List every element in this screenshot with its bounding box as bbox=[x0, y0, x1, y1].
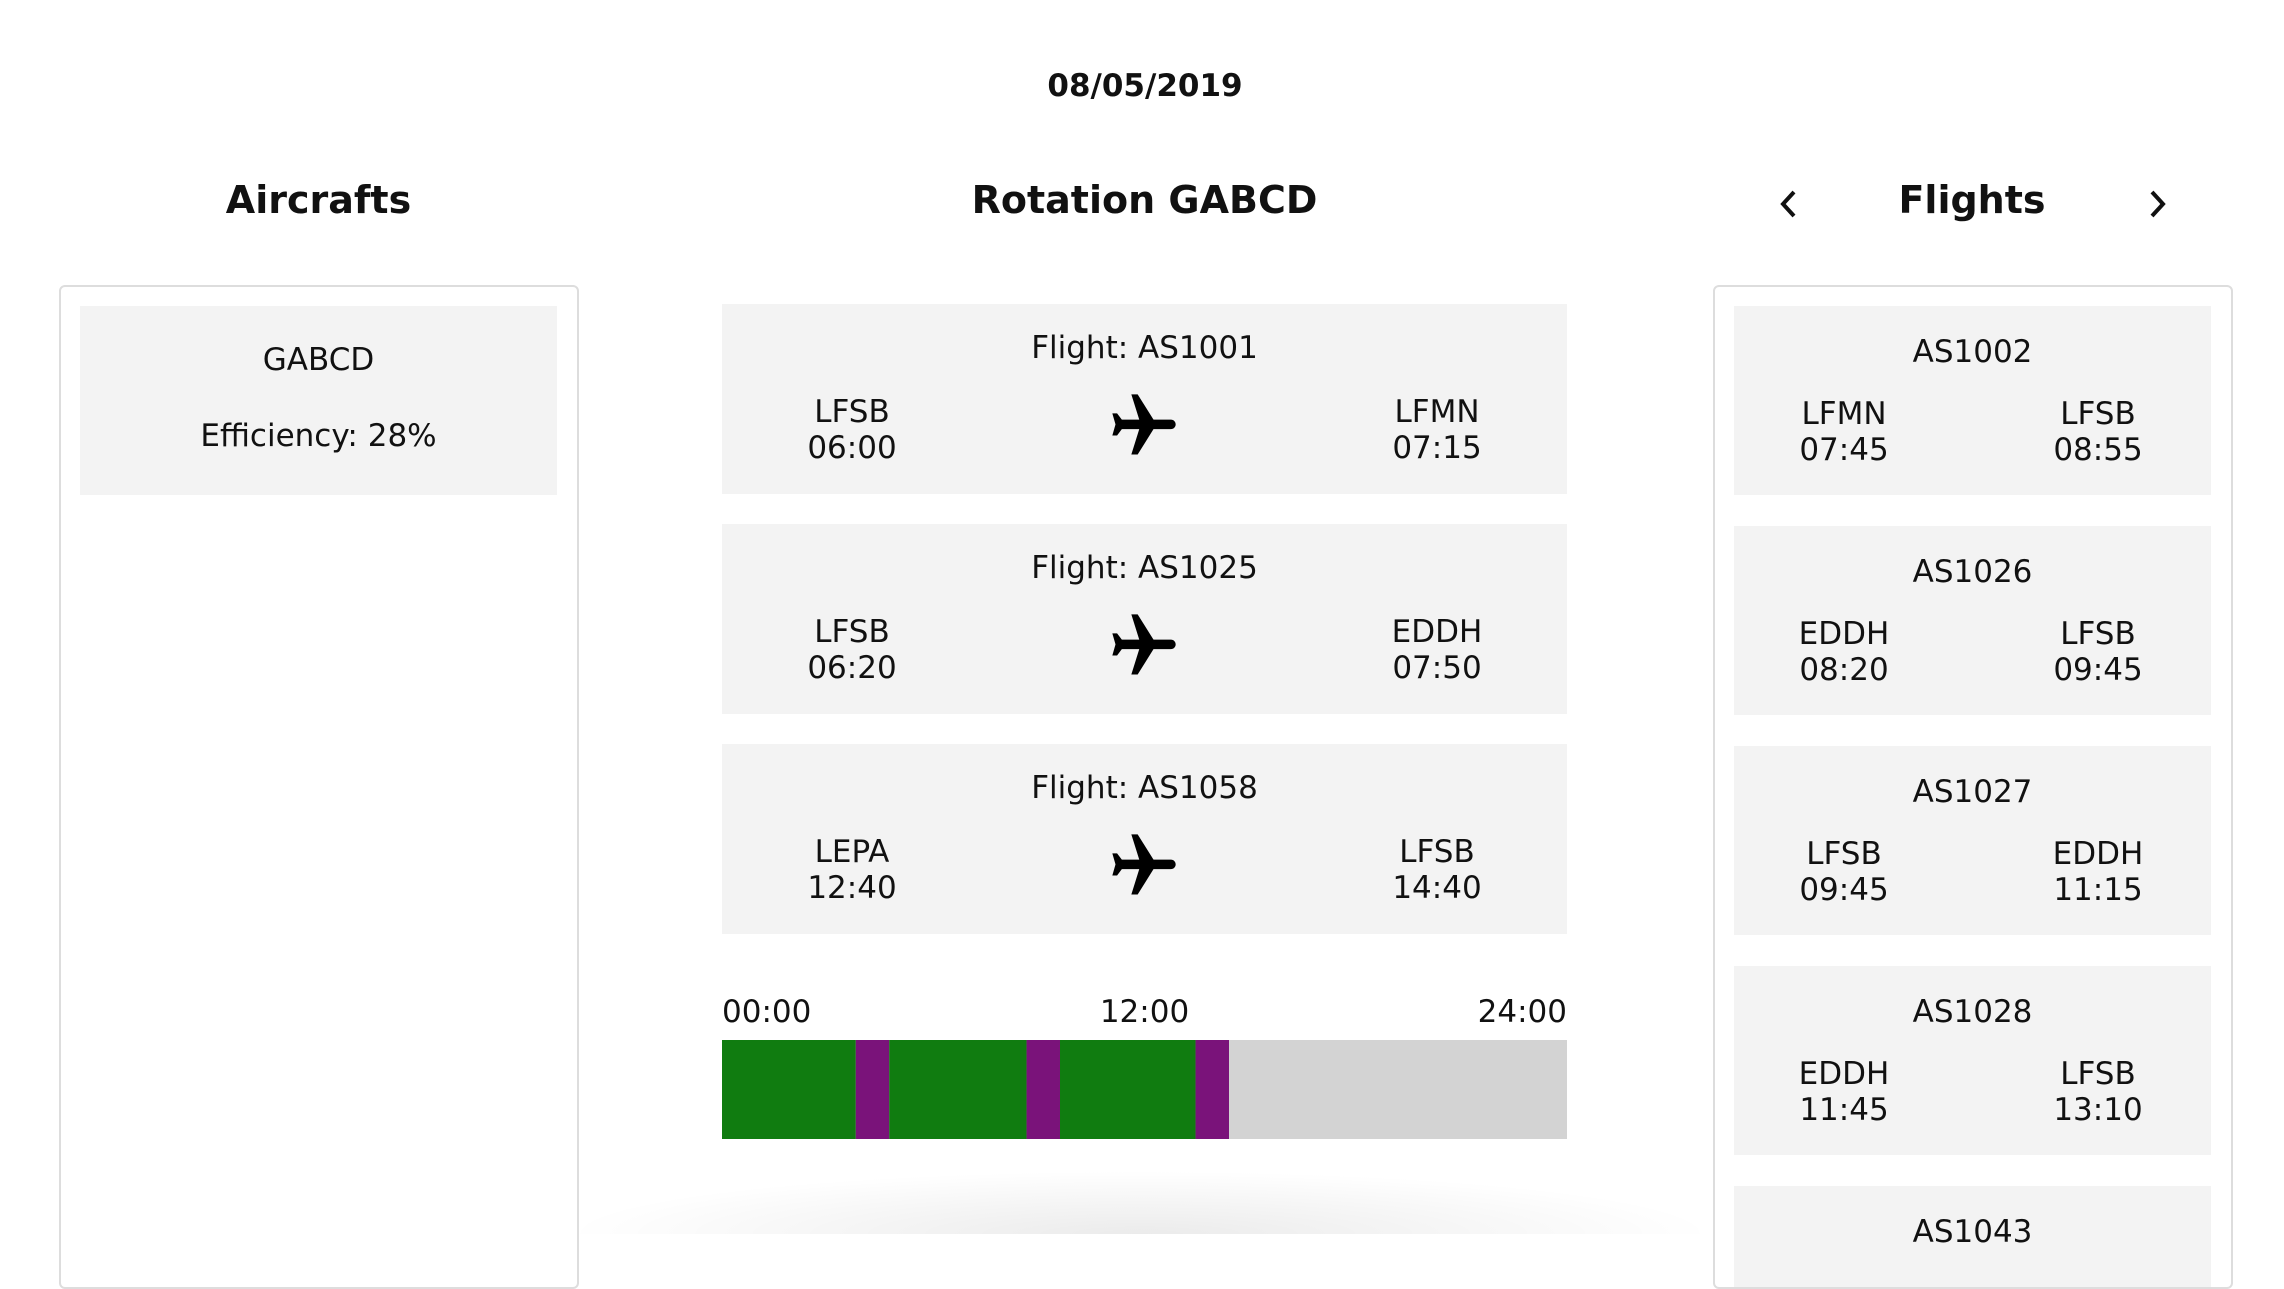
arrival: 07:50 bbox=[1392, 650, 1482, 686]
flight-label: Flight: AS1001 bbox=[1031, 330, 1258, 366]
departure: 06:00 bbox=[807, 430, 897, 466]
prev-button[interactable] bbox=[1774, 186, 1804, 222]
flight-label: Flight: AS1058 bbox=[1031, 770, 1258, 806]
arrival: 09:45 bbox=[2053, 652, 2143, 688]
flight-code: AS1026 bbox=[1912, 554, 2033, 590]
origin: LFMN bbox=[1801, 396, 1887, 432]
flight-label: Flight: AS1025 bbox=[1031, 550, 1258, 586]
flight-code: AS1002 bbox=[1912, 334, 2033, 370]
timeline-segment bbox=[855, 1040, 890, 1139]
plane-icon bbox=[1106, 828, 1182, 908]
departure: 07:45 bbox=[1799, 432, 1889, 468]
plane-icon bbox=[1106, 388, 1182, 468]
timeline: 00:00 12:00 24:00 bbox=[722, 994, 1567, 1139]
aircrafts-title: Aircrafts bbox=[225, 178, 412, 222]
origin: LEPA bbox=[814, 834, 890, 870]
destination: LFSB bbox=[2060, 616, 2136, 652]
shadow bbox=[560, 1170, 1720, 1234]
flights-panel: AS1002 LFMN 07:45 LFSB 08:55 AS1026 EDDH 08:20 L… bbox=[1713, 285, 2233, 1289]
next-button[interactable] bbox=[2142, 186, 2172, 222]
arrival: 08:55 bbox=[2053, 432, 2143, 468]
timeline-segment bbox=[889, 1040, 1027, 1139]
timeline-segment bbox=[722, 1040, 856, 1139]
aircrafts-panel: GABCD Efficiency: 28% bbox=[59, 285, 579, 1289]
departure: 11:45 bbox=[1799, 1092, 1889, 1128]
destination: LFSB bbox=[2060, 396, 2136, 432]
flight-card[interactable]: AS1026 EDDH 08:20 LFSB 09:45 bbox=[1734, 526, 2211, 715]
aircraft-card[interactable]: GABCD Efficiency: 28% bbox=[80, 306, 557, 495]
arrival: 13:10 bbox=[2053, 1092, 2143, 1128]
rotation-flight-card: Flight: AS1001 LFSB 06:00 LFMN 07:15 bbox=[722, 304, 1567, 494]
timeline-tick-label: 24:00 bbox=[1478, 994, 1567, 1030]
arrival: 14:40 bbox=[1392, 870, 1482, 906]
destination: EDDH bbox=[2052, 836, 2144, 872]
flight-card[interactable]: AS1002 LFMN 07:45 LFSB 08:55 bbox=[1734, 306, 2211, 495]
departure: 12:40 bbox=[807, 870, 897, 906]
flights-title: Flights bbox=[1898, 178, 2046, 222]
timeline-tick-label: 12:00 bbox=[1100, 994, 1189, 1030]
arrival: 07:15 bbox=[1392, 430, 1482, 466]
origin: LFSB bbox=[814, 614, 890, 650]
destination: EDDH bbox=[1391, 614, 1483, 650]
flight-card[interactable]: AS1043 bbox=[1734, 1186, 2211, 1287]
page: 08/05/2019 Aircrafts Rotation GABCD Flig… bbox=[59, 0, 2233, 1289]
origin: EDDH bbox=[1798, 1056, 1890, 1092]
rotation-panel: Flight: AS1001 LFSB 06:00 LFMN 07:15 Flight: … bbox=[722, 0, 1567, 1234]
flight-code: AS1028 bbox=[1912, 994, 2033, 1030]
aircraft-efficiency: Efficiency: 28% bbox=[200, 418, 437, 454]
flight-card[interactable]: AS1028 EDDH 11:45 LFSB 13:10 bbox=[1734, 966, 2211, 1155]
origin: EDDH bbox=[1798, 616, 1890, 652]
plane-icon bbox=[1106, 608, 1182, 688]
destination: LFSB bbox=[2060, 1056, 2136, 1092]
aircraft-name: GABCD bbox=[262, 342, 375, 378]
origin: LFSB bbox=[1806, 836, 1882, 872]
departure: 09:45 bbox=[1799, 872, 1889, 908]
rotation-title: Rotation GABCD bbox=[971, 178, 1318, 222]
timeline-segment bbox=[1026, 1040, 1060, 1139]
departure: 06:20 bbox=[807, 650, 897, 686]
timeline-segment bbox=[1060, 1040, 1196, 1139]
flight-card[interactable]: AS1027 LFSB 09:45 EDDH 11:15 bbox=[1734, 746, 2211, 935]
destination: LFMN bbox=[1394, 394, 1480, 430]
origin: LFSB bbox=[814, 394, 890, 430]
timeline-segment bbox=[1195, 1040, 1229, 1139]
flight-code: AS1043 bbox=[1912, 1214, 2033, 1250]
arrival: 11:15 bbox=[2053, 872, 2143, 908]
rotation-flight-card: Flight: AS1025 LFSB 06:20 EDDH 07:50 bbox=[722, 524, 1567, 714]
date: 08/05/2019 bbox=[1047, 68, 1243, 104]
rotation-flight-card: Flight: AS1058 LEPA 12:40 LFSB 14:40 bbox=[722, 744, 1567, 934]
timeline-tick-label: 00:00 bbox=[722, 994, 811, 1030]
departure: 08:20 bbox=[1799, 652, 1889, 688]
flight-code: AS1027 bbox=[1912, 774, 2033, 810]
destination: LFSB bbox=[1399, 834, 1475, 870]
